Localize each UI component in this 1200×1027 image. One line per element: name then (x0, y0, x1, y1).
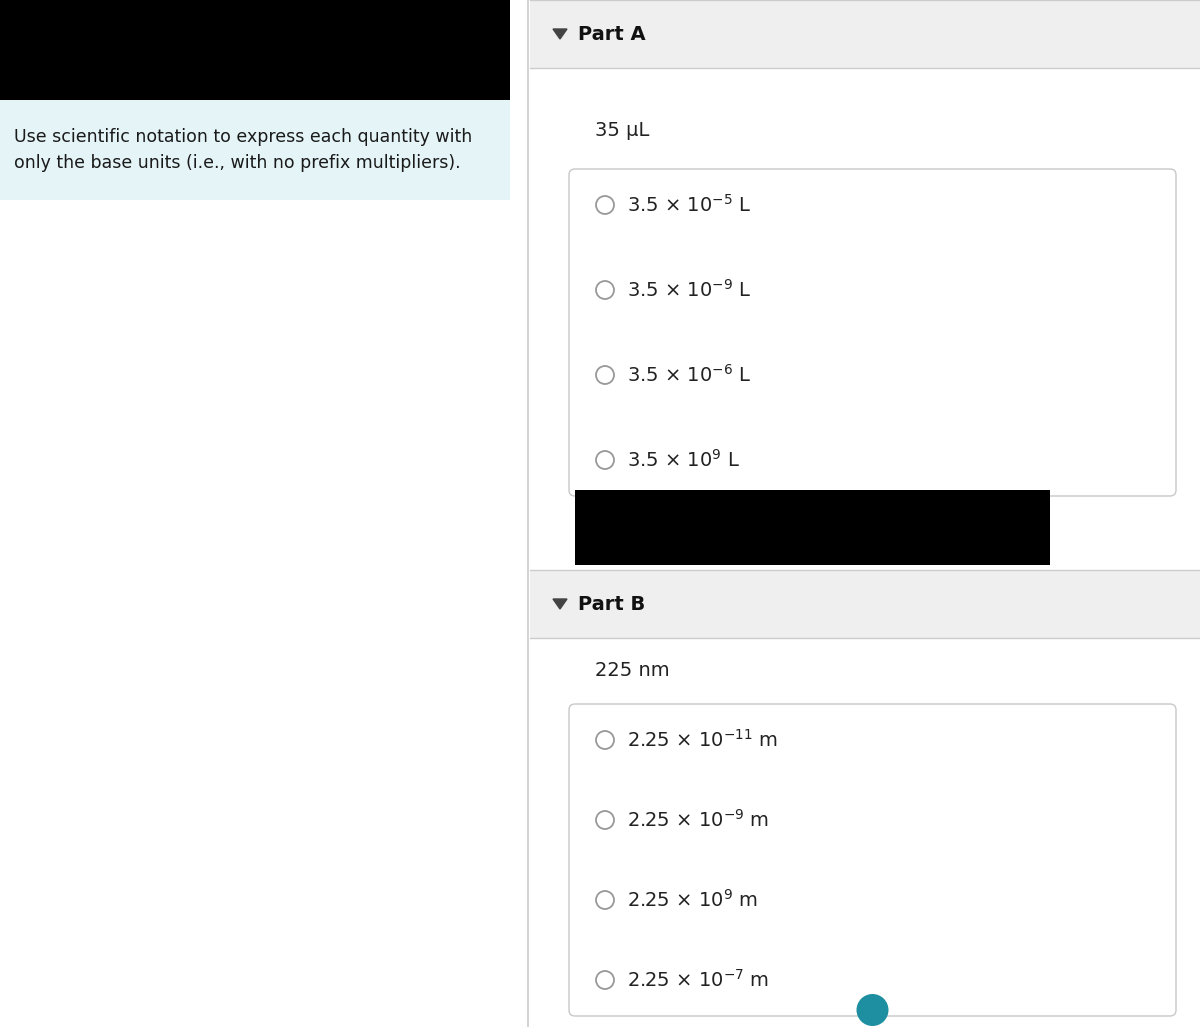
Circle shape (596, 891, 614, 909)
Circle shape (596, 281, 614, 299)
Circle shape (596, 811, 614, 829)
FancyBboxPatch shape (569, 703, 1176, 1016)
Text: 3.5 × 10$^{9}$ L: 3.5 × 10$^{9}$ L (628, 449, 740, 471)
FancyBboxPatch shape (569, 169, 1176, 496)
Text: 2.25 × 10$^{-9}$ m: 2.25 × 10$^{-9}$ m (628, 809, 769, 831)
Text: 3.5 × 10$^{-6}$ L: 3.5 × 10$^{-6}$ L (628, 364, 751, 386)
Bar (530, 565, 1200, 570)
Bar (0, 200, 510, 1027)
Polygon shape (553, 29, 568, 39)
Text: 3.5 × 10$^{-5}$ L: 3.5 × 10$^{-5}$ L (628, 194, 751, 216)
Circle shape (596, 366, 614, 384)
Text: 2.25 × 10$^{-7}$ m: 2.25 × 10$^{-7}$ m (628, 969, 769, 991)
Text: Use scientific notation to express each quantity with
only the base units (i.e.,: Use scientific notation to express each … (14, 127, 473, 173)
Bar (530, 570, 1200, 638)
Text: 2.25 × 10$^{9}$ m: 2.25 × 10$^{9}$ m (628, 889, 757, 911)
Circle shape (596, 451, 614, 469)
Text: Part B: Part B (578, 595, 646, 613)
Circle shape (596, 196, 614, 214)
Text: Part A: Part A (578, 25, 646, 43)
Circle shape (596, 731, 614, 749)
Polygon shape (553, 599, 568, 609)
Text: 3.5 × 10$^{-9}$ L: 3.5 × 10$^{-9}$ L (628, 279, 751, 301)
Bar (575, 490, 1050, 565)
Circle shape (596, 971, 614, 989)
Circle shape (857, 994, 888, 1026)
Text: 225 nm: 225 nm (595, 660, 670, 680)
Text: 2.25 × 10$^{-11}$ m: 2.25 × 10$^{-11}$ m (628, 729, 778, 751)
Bar (0, 100, 510, 200)
Bar (530, 0, 1200, 68)
Bar (0, 0, 510, 100)
Text: 35 μL: 35 μL (595, 120, 649, 140)
